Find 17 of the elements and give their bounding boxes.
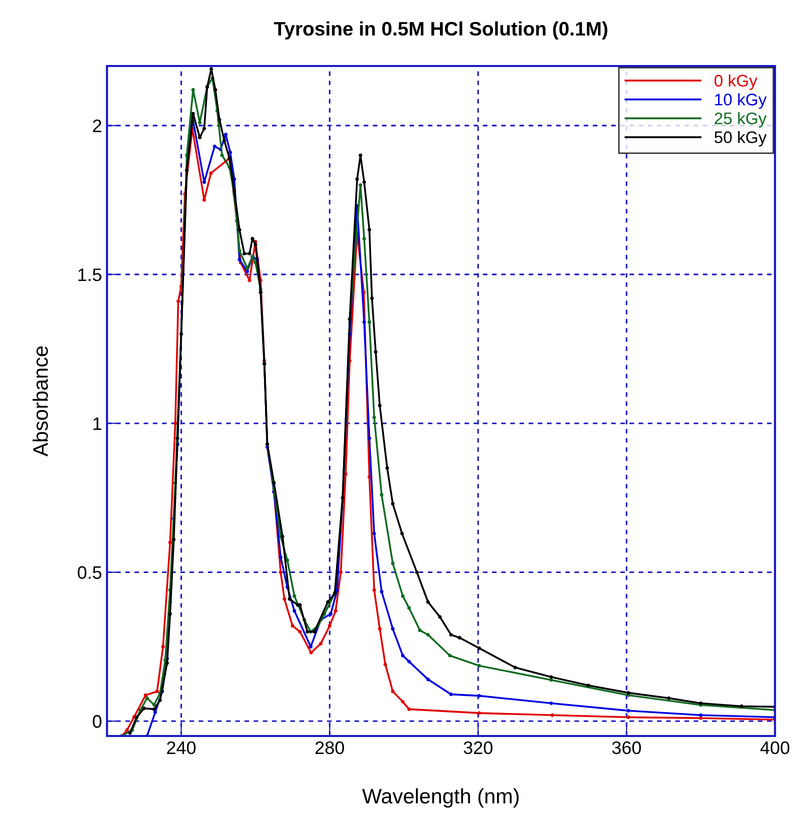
x-tick-label: 400 (760, 741, 790, 754)
y-tick-label: 0.5 (78, 566, 102, 579)
legend-label: 50 kGy (714, 130, 767, 146)
x-tick-label: 320 (464, 741, 492, 754)
x-tick-label: 360 (612, 741, 641, 754)
x-tick-label: 280 (316, 741, 344, 754)
x-tick-label: 240 (167, 741, 196, 754)
y-tick-label: 1.5 (78, 268, 102, 282)
y-tick-label: 2 (93, 119, 102, 132)
y-tick-label: 1 (93, 417, 102, 430)
legend-label: 10 kGy (715, 93, 767, 109)
legend-label: 0 kGy (714, 74, 758, 90)
x-axis-title: Wavelength (nm) (362, 788, 519, 808)
y-axis-title: Absorbance (32, 346, 48, 457)
y-tick-label: 0 (92, 715, 102, 728)
legend-label: 25 kGy (714, 112, 767, 128)
chart-title: Tyrosine in 0.5M HCl Solution (0.1M) (274, 21, 608, 40)
